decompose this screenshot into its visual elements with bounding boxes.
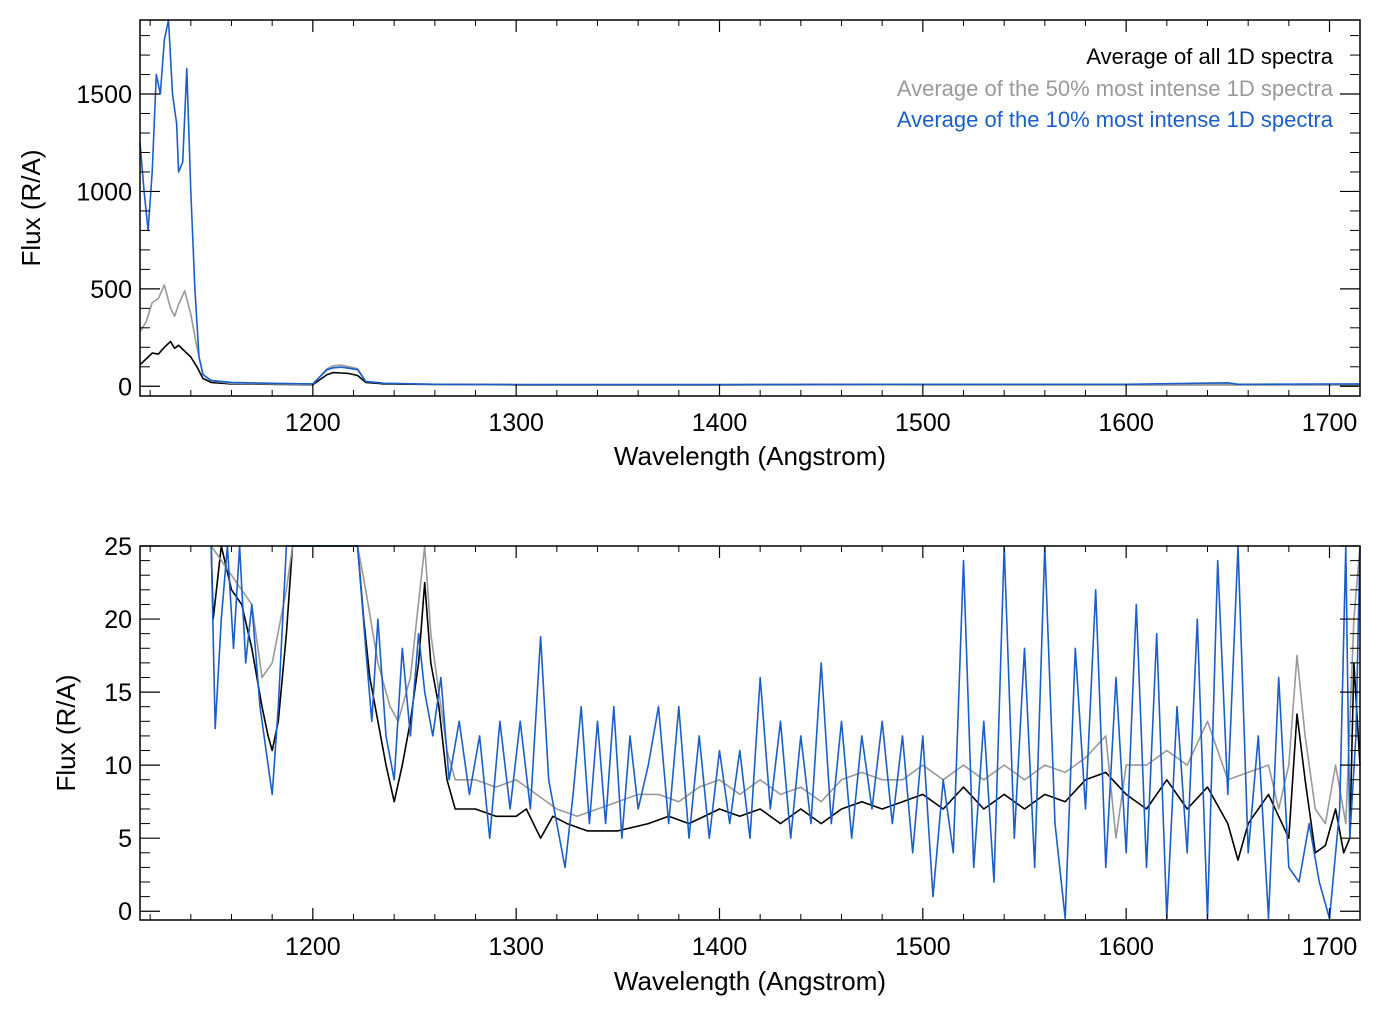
- bottom-y-tick-label: 10: [104, 752, 132, 780]
- legend-entry-10pct: Average of the 10% most intense 1D spect…: [897, 107, 1334, 132]
- top-y-axis-title: Flux (R/A): [16, 150, 46, 267]
- top-plot-frame: [139, 19, 1361, 397]
- top-series-line-1: [139, 340, 1360, 386]
- bottom-x-tick-label: 1500: [895, 933, 951, 961]
- bottom-x-tick-label: 1700: [1302, 933, 1358, 961]
- top-series-line-2: [139, 284, 1360, 386]
- top-y-tick-label: 0: [118, 373, 132, 401]
- legend-entry-50pct: Average of the 50% most intense 1D spect…: [897, 76, 1334, 101]
- bottom-y-axis-title: Flux (R/A): [51, 675, 81, 792]
- bottom-plot-frame: [139, 545, 1361, 921]
- bottom-y-tick-label: 0: [118, 898, 132, 926]
- legend-entry-all: Average of all 1D spectra: [1086, 44, 1333, 69]
- bottom-y-tick-label: 20: [104, 606, 132, 634]
- top-y-tick-label: 1000: [76, 178, 132, 206]
- top-x-tick-label: 1700: [1302, 409, 1358, 437]
- top-series-group: [139, 19, 1361, 386]
- bottom-y-tick-label: 25: [104, 533, 132, 561]
- bottom-panel: 1200 1300 1400 1500 1600 1700 0 5 10 15 20 25 Wavel…: [51, 533, 1361, 996]
- top-y-tick-label: 500: [90, 276, 132, 304]
- top-panel: 1200 1300 1400 1500 1600 1700 0 500 1000 1500 Wav…: [16, 19, 1361, 471]
- bottom-x-tick-label: 1300: [488, 933, 544, 961]
- top-x-tick-label: 1500: [895, 409, 951, 437]
- bottom-series-line-3: [210, 545, 1361, 920]
- bottom-x-tick-label: 1400: [692, 933, 748, 961]
- bottom-series-line-2: [210, 545, 1361, 840]
- top-y-tick-label: 1500: [76, 81, 132, 109]
- bottom-x-axis-title: Wavelength (Angstrom): [614, 966, 886, 996]
- top-x-axis-title: Wavelength (Angstrom): [614, 441, 886, 471]
- bottom-x-tick-label: 1600: [1098, 933, 1154, 961]
- bottom-y-tick-label: 5: [118, 825, 132, 853]
- bottom-y-tick-label: 15: [104, 679, 132, 707]
- top-x-tick-label: 1400: [692, 409, 748, 437]
- top-x-tick-label: 1600: [1098, 409, 1154, 437]
- bottom-series-group: [210, 545, 1361, 920]
- top-ticks-group: 1200 1300 1400 1500 1600 1700 0 500 1000 1500: [76, 20, 1360, 437]
- top-x-tick-label: 1200: [285, 409, 341, 437]
- top-x-tick-label: 1300: [488, 409, 544, 437]
- top-series-line-3: [139, 19, 1361, 386]
- legend: Average of all 1D spectra Average of the…: [897, 44, 1334, 132]
- bottom-x-tick-label: 1200: [285, 933, 341, 961]
- bottom-ticks-group: 1200 1300 1400 1500 1600 1700 0 5 10 15 20 25: [104, 533, 1360, 961]
